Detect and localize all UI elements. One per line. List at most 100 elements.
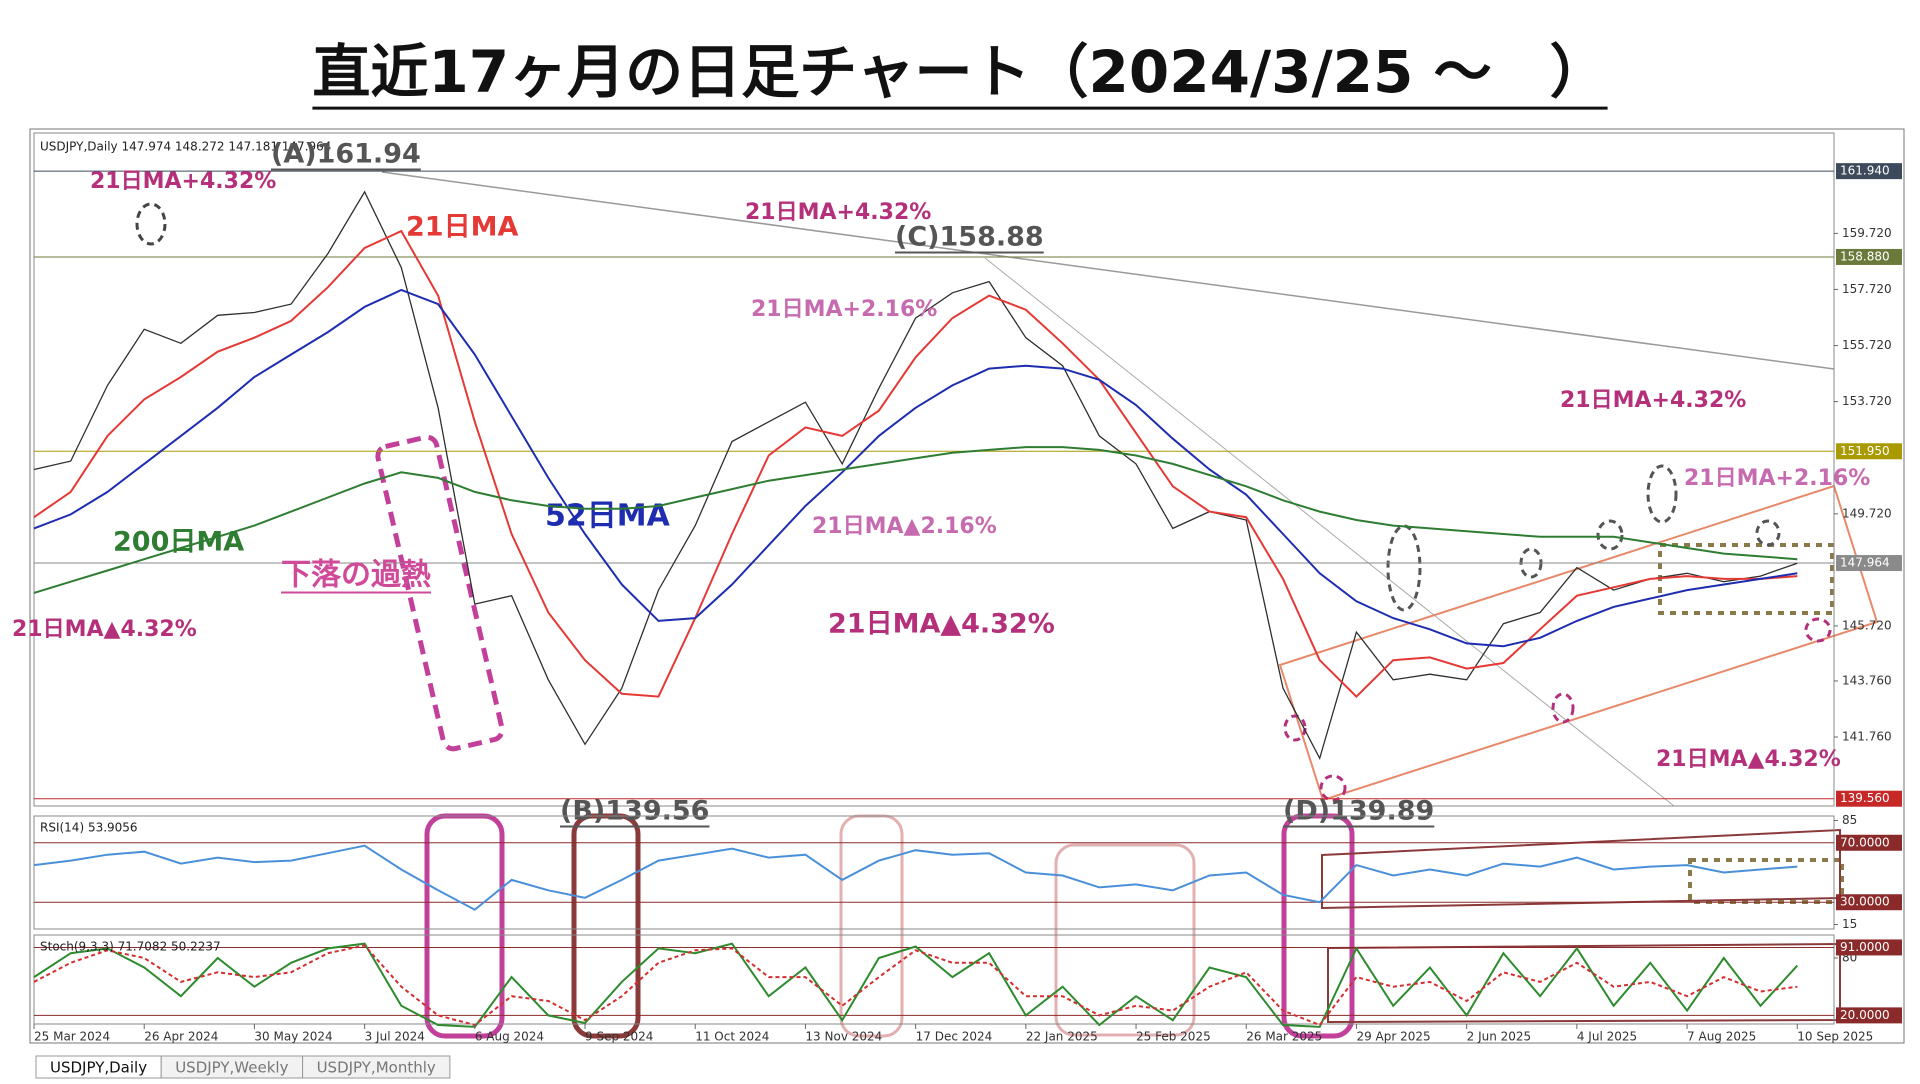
level-tag <box>1836 1007 1902 1024</box>
level-tag <box>1836 939 1902 956</box>
annotation: 21日MA+2.16% <box>751 297 937 322</box>
annotation: 21日MA+4.32% <box>90 169 276 194</box>
level-tag-label: 20.0000 <box>1840 1008 1890 1022</box>
tab[interactable]: USDJPY,Monthly <box>302 1055 451 1079</box>
series-label: 52日MA <box>545 499 671 534</box>
series-line <box>33 288 1798 648</box>
y-tick-label: 15 <box>1842 917 1857 931</box>
level-tag <box>1836 790 1902 807</box>
x-tick-label: 22 Jan 2025 <box>1026 1030 1098 1044</box>
x-tick-label: 26 Mar 2025 <box>1246 1030 1322 1044</box>
x-tick-label: 7 Aug 2025 <box>1687 1030 1756 1044</box>
y-tick-label: 145.720 <box>1842 618 1892 632</box>
tab-label[interactable]: USDJPY,Daily <box>50 1059 147 1077</box>
marker-ellipse <box>1596 519 1624 551</box>
x-tick-label: 3 Jul 2024 <box>365 1030 425 1044</box>
panel-frame <box>33 934 1835 1025</box>
annotation: 21日MA+4.32% <box>1560 388 1746 413</box>
x-tick-label: 11 Oct 2024 <box>695 1030 769 1044</box>
level-tag-label: 30.0000 <box>1840 895 1890 909</box>
marker-ellipse <box>1804 617 1832 643</box>
x-tick-label: 4 Jul 2025 <box>1577 1030 1637 1044</box>
panel-title: RSI(14) 53.9056 <box>40 821 138 835</box>
series-line <box>33 942 1799 1028</box>
level-tag <box>1836 555 1902 572</box>
series-line <box>33 190 1798 761</box>
tab-box[interactable] <box>302 1055 451 1079</box>
series-line <box>33 944 1798 1027</box>
annotation: 21日MA▲4.32% <box>828 609 1055 640</box>
y-tick-label: 85 <box>1842 813 1857 827</box>
x-tick-label: 30 May 2024 <box>254 1030 332 1044</box>
highlight-box <box>1054 843 1196 1037</box>
series-line <box>33 844 1798 911</box>
panel-title: Stoch(9,3,3) 71.7082 50.2237 <box>40 940 221 954</box>
x-tick-label: 13 Nov 2024 <box>805 1030 882 1044</box>
series-label: 200日MA <box>113 527 244 558</box>
level-tag <box>1836 163 1902 180</box>
annotation: 21日MA▲2.16% <box>812 514 997 539</box>
x-tick-label: 25 Feb 2025 <box>1136 1030 1211 1044</box>
tab[interactable]: USDJPY,Daily <box>35 1055 162 1079</box>
level-tag-label: 147.964 <box>1840 556 1890 570</box>
trend-line <box>381 171 1835 370</box>
marker-ellipse <box>1551 692 1575 724</box>
level-tag-label: 151.950 <box>1840 444 1890 458</box>
y-tick-label: 141.760 <box>1842 730 1892 744</box>
x-tick-label: 9 Sep 2024 <box>585 1030 653 1044</box>
marker-ellipse <box>135 202 167 246</box>
y-tick-label: 155.720 <box>1842 338 1892 352</box>
annotation: (C)158.88 <box>895 222 1044 253</box>
page-title: 直近17ヶ月の日足チャート（2024/3/25 ～ ） <box>312 38 1607 106</box>
x-tick-label: 2 Jun 2025 <box>1467 1030 1532 1044</box>
series-line <box>33 446 1798 594</box>
annotation: (D)139.89 <box>1283 796 1434 827</box>
x-tick-label: 10 Sep 2025 <box>1797 1030 1873 1044</box>
level-tag <box>1836 834 1902 851</box>
annotation: 21日MA▲4.32% <box>1656 747 1841 772</box>
x-tick-label: 25 Mar 2024 <box>34 1030 110 1044</box>
chart-frame <box>29 128 1905 1044</box>
level-tag-label: 158.880 <box>1840 249 1890 263</box>
x-tick-label: 6 Aug 2024 <box>475 1030 544 1044</box>
annotation: 21日MA+2.16% <box>1684 466 1870 491</box>
annotation: 下落の過熱 <box>281 558 431 593</box>
x-tick-label: 17 Dec 2024 <box>916 1030 993 1044</box>
y-tick-label: 143.760 <box>1842 673 1892 687</box>
overheat-box <box>375 434 505 752</box>
marker-ellipse <box>1283 714 1307 742</box>
level-tag-label: 70.0000 <box>1840 835 1890 849</box>
channel <box>1278 484 1879 802</box>
y-tick-label: 149.720 <box>1842 506 1892 520</box>
tab-label[interactable]: USDJPY,Monthly <box>317 1059 436 1077</box>
marker-ellipse <box>1386 524 1422 612</box>
level-tag-label: 139.560 <box>1840 791 1890 805</box>
chart-info: USDJPY,Daily 147.974 148.272 147.181 147… <box>40 140 331 154</box>
level-tag-label: 91.0000 <box>1840 940 1890 954</box>
x-tick-label: 29 Apr 2025 <box>1356 1030 1430 1044</box>
tab-label[interactable]: USDJPY,Weekly <box>175 1059 288 1077</box>
annotation: (A)161.94 <box>271 139 421 170</box>
y-tick-label: 153.720 <box>1842 394 1892 408</box>
panel-frame <box>33 815 1835 930</box>
x-tick-label: 26 Apr 2024 <box>144 1030 218 1044</box>
tab[interactable]: USDJPY,Weekly <box>160 1055 304 1079</box>
annotation: 21日MA+4.32% <box>745 200 931 225</box>
annotation: (B)139.56 <box>560 796 709 827</box>
marker-ellipse <box>1319 774 1347 802</box>
y-tick-label: 159.720 <box>1842 226 1892 240</box>
trend-line <box>984 257 1675 807</box>
level-tag <box>1836 248 1902 265</box>
annotation: 21日MA▲4.32% <box>12 617 197 642</box>
marker-ellipse <box>1755 519 1781 547</box>
level-tag-label: 161.940 <box>1840 164 1890 178</box>
level-tag <box>1836 894 1902 911</box>
series-line <box>33 229 1798 699</box>
series-label: 21日MA <box>406 212 518 243</box>
level-tag <box>1836 443 1902 460</box>
marker-ellipse <box>1646 464 1678 524</box>
y-tick-label: 157.720 <box>1842 282 1892 296</box>
